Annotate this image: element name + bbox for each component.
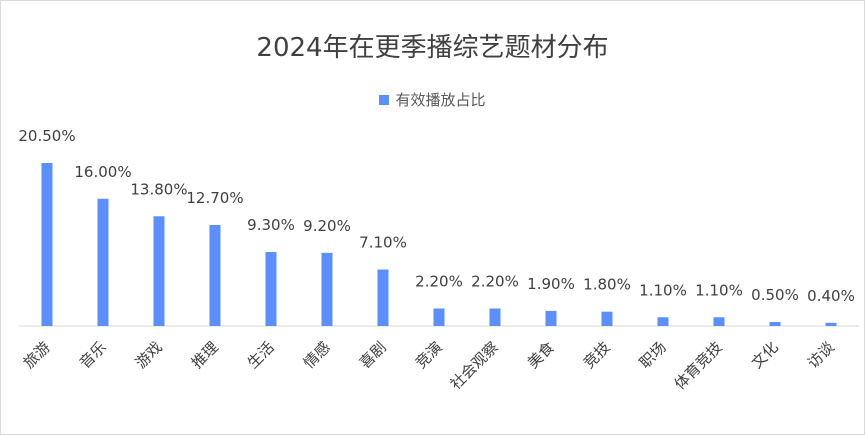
category-label: 喜剧	[356, 338, 390, 372]
category-label: 游戏	[132, 338, 166, 372]
category-label: 文化	[748, 338, 782, 372]
legend-label: 有效播放占比	[395, 91, 486, 109]
category-label: 职场	[636, 338, 670, 372]
bar	[153, 216, 165, 326]
chart-title: 2024年在更季播综艺题材分布	[256, 33, 609, 63]
data-label: 20.50%	[18, 127, 75, 145]
legend-swatch	[379, 94, 390, 105]
data-label: 13.80%	[130, 180, 187, 198]
bar	[601, 311, 613, 326]
data-label: 9.20%	[303, 217, 351, 235]
data-label: 16.00%	[74, 163, 131, 181]
data-label: 2.20%	[415, 273, 463, 291]
category-label: 旅游	[20, 338, 54, 372]
category-label: 音乐	[76, 338, 110, 372]
category-label: 美食	[524, 338, 558, 372]
category-label: 体育竞技	[671, 338, 726, 393]
category-label: 生活	[244, 338, 278, 372]
bar	[265, 252, 277, 326]
bar	[713, 317, 725, 326]
bar	[377, 269, 389, 326]
bar	[41, 163, 53, 326]
category-label: 情感	[300, 338, 334, 372]
bar	[825, 322, 837, 326]
bar	[545, 310, 557, 326]
bar	[321, 252, 333, 326]
data-label: 7.10%	[359, 234, 407, 252]
bar	[657, 317, 669, 326]
data-label: 1.10%	[695, 281, 743, 299]
data-label: 0.40%	[807, 287, 855, 305]
data-label: 9.30%	[247, 216, 295, 234]
data-label: 1.90%	[527, 275, 575, 293]
bar	[769, 322, 781, 326]
category-label: 竞技	[580, 338, 614, 372]
bar	[489, 308, 501, 326]
data-label: 1.10%	[639, 281, 687, 299]
legend: 有效播放占比	[1, 89, 864, 110]
bar	[433, 308, 445, 326]
bar	[209, 225, 221, 326]
category-label: 社会观察	[447, 338, 502, 393]
data-label: 1.80%	[583, 276, 631, 294]
bar	[97, 198, 109, 326]
data-label: 0.50%	[751, 286, 799, 304]
data-label: 2.20%	[471, 273, 519, 291]
category-label: 竞演	[412, 338, 446, 372]
category-label: 访谈	[804, 338, 838, 372]
data-label: 12.70%	[186, 189, 243, 207]
category-label: 推理	[188, 338, 222, 372]
